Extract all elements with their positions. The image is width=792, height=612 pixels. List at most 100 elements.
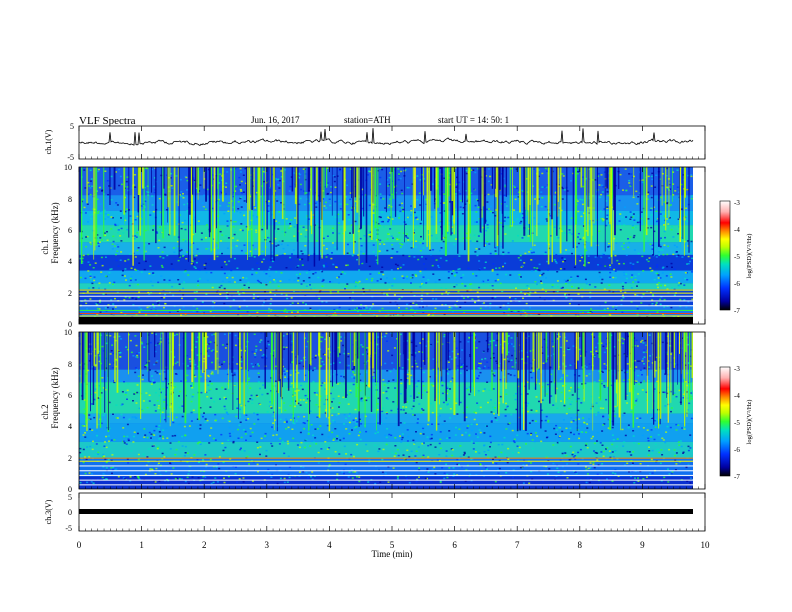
- spectrogram-speckle: [406, 401, 408, 403]
- spectrogram-speckle: [210, 397, 213, 399]
- ch1-spectrogram-ylabel-channel: ch.1: [40, 239, 50, 254]
- spectrogram-speckle: [564, 283, 567, 285]
- spectrogram-speckle: [153, 429, 156, 432]
- spectrogram-speckle: [642, 427, 645, 429]
- spectrogram-speckle: [398, 204, 401, 206]
- spectrogram-speckle: [647, 240, 650, 242]
- spectrogram-speckle: [465, 416, 468, 418]
- spectrogram-speckle: [132, 441, 135, 443]
- spectrogram-speckle: [614, 276, 617, 279]
- spectrogram-speckle: [145, 364, 148, 366]
- spectrogram-streak: [464, 167, 466, 251]
- spectrogram-speckle: [340, 340, 343, 342]
- spectrogram-speckle: [125, 443, 128, 445]
- spectrogram-speckle: [133, 174, 136, 176]
- spectrogram-speckle: [507, 447, 510, 450]
- spectrogram-speckle: [211, 202, 214, 205]
- spectrogram-speckle: [288, 476, 291, 479]
- spectrogram-speckle: [672, 197, 675, 200]
- spectrogram-speckle: [369, 308, 372, 310]
- spectrogram-speckle: [568, 279, 571, 282]
- spectrogram-speckle: [665, 175, 668, 177]
- spectrogram-speckle: [492, 408, 495, 411]
- spectrogram-speckle: [654, 186, 657, 188]
- spectrogram-speckle: [482, 283, 485, 285]
- spectrogram-speckle: [344, 196, 347, 198]
- spectrogram-speckle: [673, 392, 676, 394]
- spectrogram-speckle: [508, 308, 511, 310]
- spectrogram-speckle: [556, 407, 559, 409]
- spectrogram-speckle: [351, 254, 354, 257]
- spectrogram-speckle: [477, 199, 479, 202]
- spectrogram-speckle: [209, 341, 212, 343]
- spectrogram-speckle: [559, 268, 562, 270]
- spectrogram-speckle: [422, 427, 425, 430]
- spectrogram-streak: [216, 167, 217, 229]
- spectrogram-speckle: [596, 452, 599, 454]
- spectrogram-speckle: [270, 476, 273, 478]
- spectrogram-speckle: [662, 313, 664, 315]
- spectrogram-speckle: [251, 214, 254, 217]
- spectrogram-speckle: [687, 174, 690, 177]
- spectrogram-speckle: [157, 428, 160, 430]
- spectrogram-speckle: [110, 459, 113, 462]
- spectrogram-speckle: [386, 382, 389, 384]
- spectrogram-speckle: [251, 402, 254, 404]
- spectrogram-speckle: [291, 311, 293, 314]
- spectrogram-speckle: [592, 435, 594, 438]
- spectrogram-speckle: [462, 206, 465, 209]
- spectrogram-streak: [162, 167, 164, 239]
- spectrogram-speckle: [350, 374, 353, 376]
- spectrogram-speckle: [93, 385, 96, 388]
- spectrogram-speckle: [103, 209, 106, 212]
- spectrogram-speckle: [406, 216, 409, 219]
- spectrogram-speckle: [406, 478, 408, 480]
- spectrogram-speckle: [566, 190, 569, 192]
- spectrogram-streak: [527, 167, 529, 211]
- spectrogram-speckle: [349, 389, 352, 392]
- spectrogram-speckle: [400, 408, 403, 411]
- spectrogram-speckle: [651, 299, 654, 301]
- spectrogram-speckle: [318, 297, 321, 300]
- spectrogram-speckle: [625, 273, 628, 275]
- spectrogram-speckle: [99, 203, 102, 205]
- spectrogram-speckle: [348, 421, 351, 424]
- spectrogram-speckle: [240, 190, 243, 192]
- spectrogram-speckle: [665, 431, 668, 433]
- spectrogram-speckle: [124, 394, 127, 396]
- spectrogram-speckle: [476, 450, 478, 452]
- spectrogram-speckle: [316, 223, 319, 225]
- spectrogram-speckle: [416, 396, 419, 398]
- spectrogram-speckle: [541, 399, 544, 401]
- spectrogram-speckle: [570, 276, 573, 279]
- spectrogram-speckle: [379, 278, 382, 280]
- spectrogram-speckle: [170, 473, 173, 475]
- spectrogram-speckle: [613, 346, 616, 348]
- spectrogram-speckle: [94, 355, 97, 357]
- spectrogram-streak: [614, 167, 616, 236]
- spectrogram-speckle: [255, 231, 258, 233]
- spectrogram-speckle: [600, 217, 603, 220]
- spectrogram-speckle: [417, 380, 420, 382]
- spectrogram-speckle: [425, 203, 428, 206]
- spectrogram-speckle: [362, 252, 365, 255]
- spectrogram-speckle: [144, 434, 147, 436]
- spectrogram-speckle: [533, 359, 536, 361]
- spectrogram-speckle: [468, 337, 471, 339]
- spectrogram-speckle: [333, 362, 336, 364]
- spectrogram-speckle: [413, 443, 416, 445]
- spectrogram-speckle: [180, 247, 183, 250]
- spectrogram-speckle: [265, 284, 268, 286]
- spectrogram-speckle: [205, 248, 208, 250]
- spectrogram-speckle: [454, 434, 457, 436]
- spectrogram-streak: [653, 167, 655, 256]
- spectrogram-speckle: [181, 195, 184, 198]
- spectrogram-speckle: [418, 225, 421, 228]
- spectrogram-speckle: [691, 271, 693, 273]
- spectrogram-speckle: [268, 238, 271, 240]
- spectrogram-speckle: [487, 168, 490, 170]
- spectrogram-speckle: [629, 262, 632, 264]
- spectrogram-speckle: [149, 214, 152, 216]
- spectrogram-speckle: [534, 291, 537, 294]
- spectrogram-speckle: [309, 445, 312, 447]
